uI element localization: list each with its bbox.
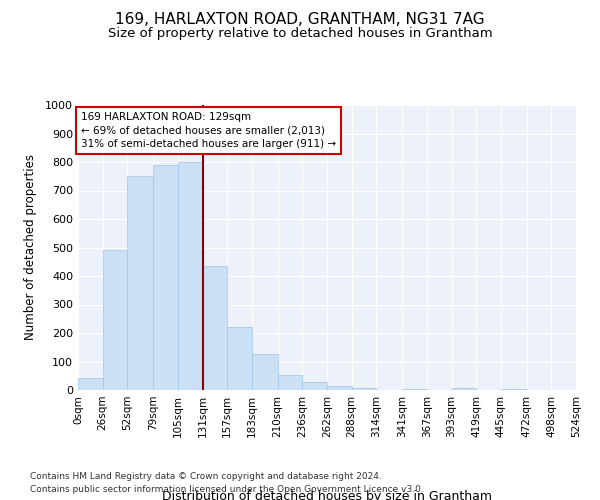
Bar — [278, 375, 302, 390]
Bar — [227, 328, 252, 390]
Bar — [178, 162, 203, 390]
Text: Contains HM Land Registry data © Crown copyright and database right 2024.: Contains HM Land Registry data © Crown c… — [30, 472, 382, 481]
Bar — [127, 176, 153, 390]
Text: 169, HARLAXTON ROAD, GRANTHAM, NG31 7AG: 169, HARLAXTON ROAD, GRANTHAM, NG31 7AG — [115, 12, 485, 28]
X-axis label: Distribution of detached houses by size in Grantham: Distribution of detached houses by size … — [162, 490, 492, 500]
Text: Size of property relative to detached houses in Grantham: Size of property relative to detached ho… — [107, 28, 493, 40]
Bar — [352, 388, 376, 390]
Bar — [103, 250, 127, 390]
Y-axis label: Number of detached properties: Number of detached properties — [24, 154, 37, 340]
Bar — [78, 378, 103, 390]
Bar — [327, 386, 352, 390]
Text: Contains public sector information licensed under the Open Government Licence v3: Contains public sector information licen… — [30, 485, 424, 494]
Bar — [402, 388, 427, 390]
Bar — [203, 266, 227, 390]
Bar — [153, 165, 178, 390]
Bar — [302, 382, 327, 390]
Text: 169 HARLAXTON ROAD: 129sqm
← 69% of detached houses are smaller (2,013)
31% of s: 169 HARLAXTON ROAD: 129sqm ← 69% of deta… — [81, 112, 336, 148]
Bar — [452, 388, 476, 390]
Bar — [501, 388, 527, 390]
Bar — [252, 354, 278, 390]
